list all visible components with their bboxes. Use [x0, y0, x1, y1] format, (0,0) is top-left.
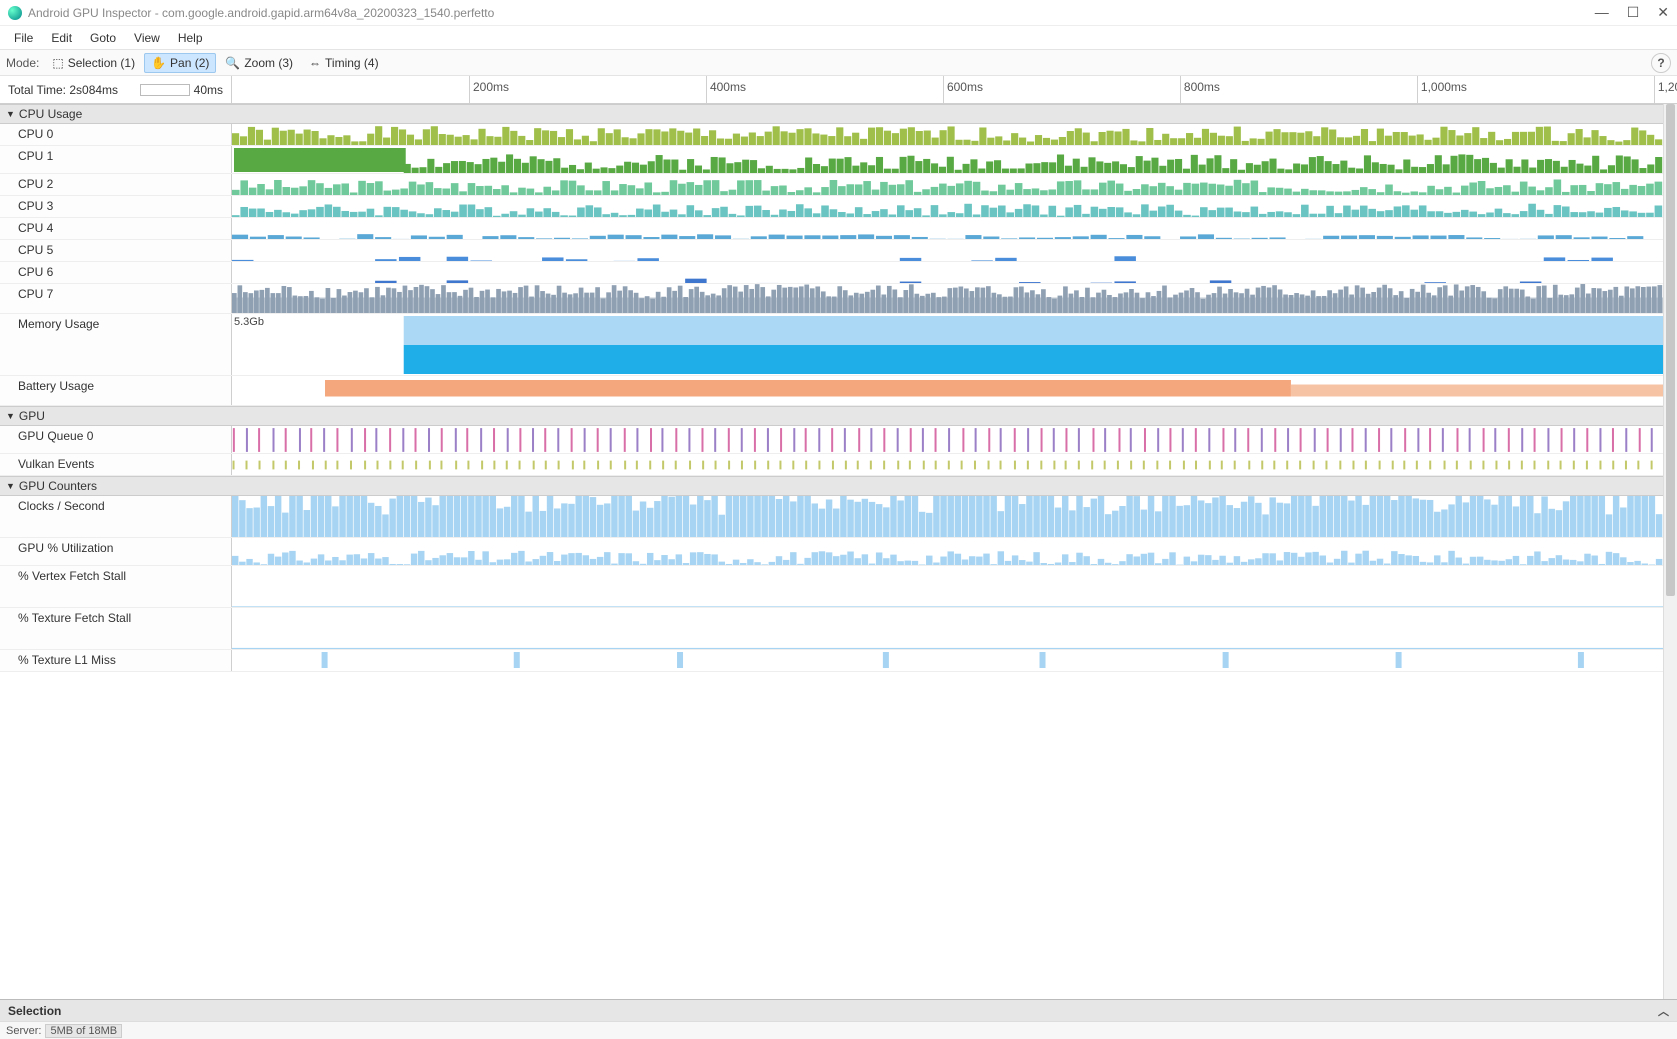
track-row[interactable]: Clocks / Second — [0, 496, 1663, 538]
maximize-button[interactable]: ☐ — [1627, 4, 1640, 21]
collapse-arrow-icon: ▼ — [6, 481, 15, 491]
track-pane[interactable] — [232, 218, 1663, 239]
track-pane[interactable] — [232, 240, 1663, 261]
track-pane[interactable] — [232, 608, 1663, 649]
track-row[interactable]: CPU 2 — [0, 174, 1663, 196]
track-pane[interactable] — [232, 196, 1663, 217]
menu-file[interactable]: File — [6, 29, 41, 47]
collapse-arrow-icon: ▼ — [6, 411, 15, 421]
track-pane[interactable] — [232, 262, 1663, 283]
track-pane[interactable] — [232, 538, 1663, 565]
help-button[interactable]: ? — [1651, 53, 1671, 73]
collapse-arrow-icon: ▼ — [6, 109, 15, 119]
statusbar: Server: 5MB of 18MB — [0, 1021, 1677, 1039]
vertical-scrollbar[interactable] — [1663, 104, 1677, 999]
track-row[interactable]: Memory Usage 5.3Gb — [0, 314, 1663, 376]
modebar: Mode: ⬚Selection (1)✋Pan (2)🔍Zoom (3)⇔Ti… — [0, 50, 1677, 76]
track-label: CPU 0 — [0, 124, 232, 145]
track-row[interactable]: CPU 0 — [0, 124, 1663, 146]
mode-timing-button[interactable]: ⇔Timing (4) — [302, 53, 386, 73]
track-label: Battery Usage — [0, 376, 232, 405]
close-button[interactable]: ✕ — [1657, 4, 1669, 21]
track-row[interactable]: % Texture Fetch Stall — [0, 608, 1663, 650]
ruler-tick: 1,200ms — [1654, 76, 1655, 103]
track-row[interactable]: CPU 4 — [0, 218, 1663, 240]
group-header[interactable]: ▼GPU Counters — [0, 476, 1663, 496]
track-label: Clocks / Second — [0, 496, 232, 537]
track-pane[interactable] — [232, 124, 1663, 145]
track-row[interactable]: CPU 7 — [0, 284, 1663, 314]
track-label: GPU Queue 0 — [0, 426, 232, 453]
track-row[interactable]: CPU 5 — [0, 240, 1663, 262]
track-label: CPU 6 — [0, 262, 232, 283]
mode-pan-button[interactable]: ✋Pan (2) — [144, 53, 216, 73]
window-controls: — ☐ ✕ — [1595, 4, 1669, 21]
track-label: GPU % Utilization — [0, 538, 232, 565]
track-label: % Vertex Fetch Stall — [0, 566, 232, 607]
vertical-scroll-thumb[interactable] — [1666, 104, 1675, 596]
track-row[interactable]: Battery Usage — [0, 376, 1663, 406]
track-label: CPU 7 — [0, 284, 232, 313]
ruler-tick: 200ms — [469, 76, 470, 103]
track-label: Vulkan Events — [0, 454, 232, 475]
track-label: CPU 3 — [0, 196, 232, 217]
menubar: FileEditGotoViewHelp — [0, 26, 1677, 50]
ruler-tick: 800ms — [1180, 76, 1181, 103]
total-time-label: Total Time: 2s084ms 40ms — [0, 76, 232, 103]
mode-zoom-button[interactable]: 🔍Zoom (3) — [218, 53, 300, 73]
track-pane[interactable] — [232, 566, 1663, 607]
menu-goto[interactable]: Goto — [82, 29, 124, 47]
mode-selection-button[interactable]: ⬚Selection (1) — [45, 53, 142, 73]
track-pane[interactable] — [232, 284, 1663, 313]
track-pane[interactable] — [232, 174, 1663, 195]
memory-value: 5.3Gb — [234, 316, 264, 328]
menu-view[interactable]: View — [126, 29, 168, 47]
mode-label: Mode: — [6, 56, 39, 70]
track-pane[interactable] — [232, 376, 1663, 405]
server-memory-badge: 5MB of 18MB — [45, 1024, 122, 1038]
track-row[interactable]: GPU % Utilization — [0, 538, 1663, 566]
track-pane[interactable] — [232, 650, 1663, 671]
track-row[interactable]: % Vertex Fetch Stall — [0, 566, 1663, 608]
track-row[interactable]: CPU 6 — [0, 262, 1663, 284]
tracks-area[interactable]: ▼CPU UsageCPU 0CPU 1CPU 2CPU 3CPU 4CPU 5… — [0, 104, 1663, 999]
minimize-button[interactable]: — — [1595, 4, 1609, 21]
group-header[interactable]: ▼GPU — [0, 406, 1663, 426]
titlebar: Android GPU Inspector - com.google.andro… — [0, 0, 1677, 26]
minimap[interactable] — [140, 84, 190, 96]
window-title: Android GPU Inspector - com.google.andro… — [28, 6, 494, 20]
track-label: % Texture Fetch Stall — [0, 608, 232, 649]
menu-edit[interactable]: Edit — [43, 29, 80, 47]
track-label: Memory Usage — [0, 314, 232, 375]
track-pane[interactable]: 5.3Gb — [232, 314, 1663, 375]
selection-panel-header[interactable]: Selection ︿ — [0, 999, 1677, 1021]
track-row[interactable]: CPU 3 — [0, 196, 1663, 218]
track-row[interactable]: Vulkan Events — [0, 454, 1663, 476]
ruler-tick: 1,000ms — [1417, 76, 1418, 103]
track-label: CPU 1 — [0, 146, 232, 173]
ruler-tick: 600ms — [943, 76, 944, 103]
track-pane[interactable] — [232, 146, 1663, 173]
track-row[interactable]: CPU 1 — [0, 146, 1663, 174]
ruler[interactable]: 200ms 400ms 600ms 800ms 1,000ms 1,200ms — [232, 76, 1677, 103]
track-label: % Texture L1 Miss — [0, 650, 232, 671]
track-pane[interactable] — [232, 426, 1663, 453]
track-label: CPU 5 — [0, 240, 232, 261]
app-icon — [8, 6, 22, 20]
ruler-tick: 400ms — [706, 76, 707, 103]
group-header[interactable]: ▼CPU Usage — [0, 104, 1663, 124]
track-row[interactable]: % Texture L1 Miss — [0, 650, 1663, 672]
track-pane[interactable] — [232, 496, 1663, 537]
track-label: CPU 4 — [0, 218, 232, 239]
track-pane[interactable] — [232, 454, 1663, 475]
chevron-up-icon: ︿ — [1658, 1003, 1669, 1019]
time-ruler: Total Time: 2s084ms 40ms 200ms 400ms 600ms… — [0, 76, 1677, 104]
track-label: CPU 2 — [0, 174, 232, 195]
menu-help[interactable]: Help — [170, 29, 211, 47]
track-row[interactable]: GPU Queue 0 — [0, 426, 1663, 454]
